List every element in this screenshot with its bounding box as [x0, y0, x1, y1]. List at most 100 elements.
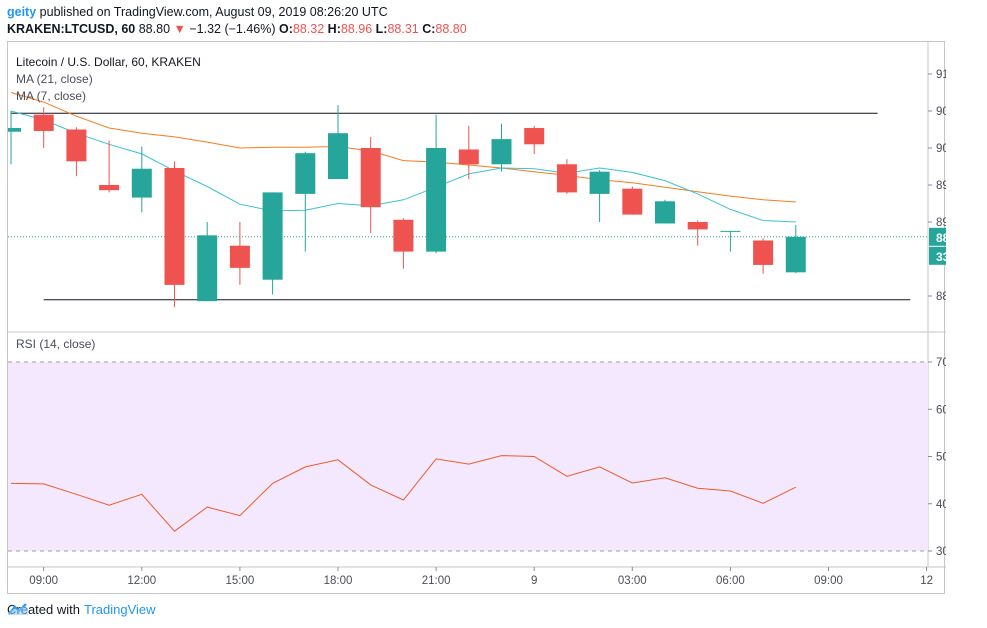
price-change: −1.32 (−1.46%)	[189, 22, 276, 36]
chart-canvas[interactable]: 91.00 90.50 90.00 89.50 89.00 88.00 70.00 60.00…	[8, 42, 946, 595]
low-label: L:	[375, 22, 388, 36]
candle	[8, 111, 21, 165]
time-tick-label: 21:00	[422, 575, 451, 587]
candle	[328, 105, 348, 180]
candle	[360, 136, 381, 234]
candle-body	[66, 129, 87, 162]
tradingview-brand: TradingView	[83, 602, 156, 617]
rsi-tick-label: 30.00	[936, 546, 946, 558]
candle	[556, 159, 577, 194]
rsi-line	[10, 455, 797, 532]
time-tick-label: 18:00	[324, 575, 353, 587]
price-tick-label: 91.00	[936, 69, 946, 81]
rsi-tick-label: 70.00	[936, 357, 946, 369]
candle-body	[556, 164, 577, 193]
rsi-band-fill	[8, 362, 928, 551]
time-tick-label: 03:00	[618, 575, 647, 587]
publish-text: published on TradingView.com, August 09,…	[39, 5, 388, 19]
countdown-badge	[929, 246, 946, 265]
publish-info: geity published on TradingView.com, Augu…	[7, 5, 388, 19]
ma21-line	[10, 92, 796, 203]
candle-body	[360, 148, 381, 208]
price-tick-label: 89.00	[936, 217, 946, 229]
candle-body	[164, 167, 185, 285]
rsi-tick-label: 50.00	[936, 452, 946, 464]
candle	[131, 146, 152, 213]
rsi-tick-label: 40.00	[936, 499, 946, 511]
time-tick-label: 15:00	[226, 575, 255, 587]
candle	[99, 140, 120, 193]
candle-body	[458, 149, 479, 165]
time-tick-label: 9	[531, 575, 537, 587]
candle	[393, 218, 414, 269]
time-tick-label: 12	[920, 575, 933, 587]
candle	[655, 199, 675, 224]
candle	[687, 220, 708, 246]
ma21-legend-label: MA (21, close)	[16, 72, 93, 86]
countdown-badge-label: 33:42	[936, 250, 946, 264]
author-name[interactable]: geity	[7, 5, 37, 19]
candle-body	[295, 153, 316, 194]
candle	[197, 222, 218, 302]
candle-body	[33, 114, 54, 131]
open-value: 88.32	[292, 22, 325, 36]
close-label: C:	[422, 22, 436, 36]
time-tick-label: 06:00	[716, 575, 745, 587]
symbol-line: KRAKEN:LTCUSD, 60 88.80 ▼ −1.32 (−1.46%)…	[7, 22, 467, 36]
candle-body	[393, 219, 414, 252]
candle	[426, 114, 447, 254]
price-tick-label: 90.50	[936, 106, 946, 118]
candle-body	[262, 192, 283, 280]
candle-body	[589, 171, 610, 194]
candle-body	[328, 133, 348, 180]
candle	[589, 170, 610, 222]
price-tick-label: 90.00	[936, 143, 946, 155]
open-label: O:	[279, 22, 293, 36]
candle-body	[491, 139, 512, 165]
last-price: 88.80	[138, 22, 171, 36]
candle	[458, 125, 479, 180]
candle-body	[687, 222, 708, 230]
candle	[720, 230, 741, 252]
candle-body	[720, 230, 741, 232]
low-value: 88.31	[387, 22, 419, 36]
candle-body	[131, 168, 152, 198]
down-arrow-icon: ▼	[173, 22, 186, 36]
candle	[66, 127, 87, 177]
last-price-badge	[929, 227, 946, 246]
candle	[524, 125, 545, 154]
candle-body	[753, 240, 774, 265]
candle	[785, 224, 806, 274]
ma7-legend-label: MA (7, close)	[16, 89, 86, 103]
time-tick-label: 12:00	[127, 575, 156, 587]
candle-body	[655, 201, 675, 224]
candle	[164, 161, 185, 308]
rsi-legend-label: RSI (14, close)	[16, 337, 95, 351]
candle	[295, 151, 316, 252]
close-value: 88.80	[435, 22, 467, 36]
candle-body	[426, 148, 447, 252]
candle	[491, 123, 512, 172]
candle	[33, 107, 54, 148]
rsi-tick-label: 60.00	[936, 404, 946, 416]
candle	[622, 186, 643, 215]
ma7-line	[10, 110, 796, 223]
chart-area[interactable]: 91.00 90.50 90.00 89.50 89.00 88.00 70.00 60.00…	[7, 41, 946, 595]
tradingview-logo[interactable]: TradingView	[8, 602, 156, 617]
candle-body	[524, 128, 545, 145]
time-tick-label: 09:00	[814, 575, 843, 587]
chart-title: Litecoin / U.S. Dollar, 60, KRAKEN	[16, 55, 201, 69]
candle-body	[622, 188, 643, 215]
candle	[229, 222, 250, 285]
high-value: 88.96	[340, 22, 373, 36]
candle-body	[99, 185, 120, 191]
last-price-badge-label: 88.80	[936, 231, 946, 245]
price-tick-label: 89.50	[936, 180, 946, 192]
symbol-name: KRAKEN:LTCUSD, 60	[7, 22, 136, 36]
time-tick-label: 09:00	[29, 575, 58, 587]
candle-body	[785, 236, 806, 273]
candle	[753, 238, 774, 274]
tradingview-cloud-icon	[8, 603, 28, 615]
candle	[262, 192, 283, 295]
footer: Created with TradingView	[7, 602, 156, 617]
